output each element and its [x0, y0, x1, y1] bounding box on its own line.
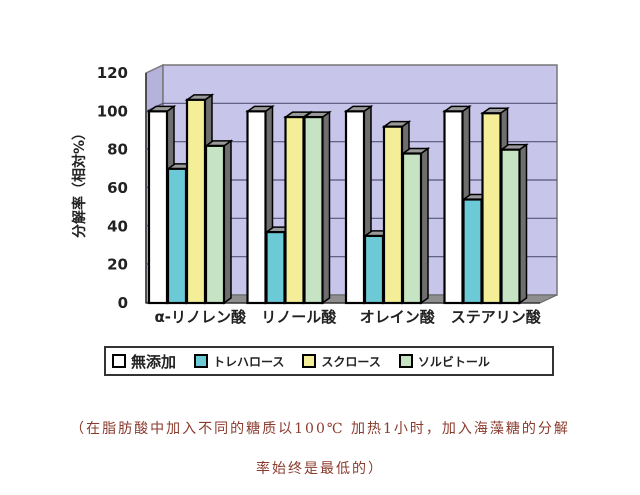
category-label: オレイン酸 — [360, 308, 436, 326]
legend-label: ソルビトール — [417, 354, 490, 369]
y-tick-label: 60 — [107, 179, 128, 197]
caption-line-2: 率始终是最低的） — [256, 461, 384, 477]
y-tick-label: 0 — [118, 294, 128, 312]
legend-label: 無添加 — [131, 352, 177, 371]
category-label: ステアリン酸 — [451, 308, 542, 326]
y-tick-label: 100 — [97, 102, 128, 120]
y-axis-label: 分解率（相対%） — [71, 126, 88, 238]
category-label: α-リノレン酸 — [154, 308, 247, 326]
bar — [203, 139, 234, 305]
bars — [146, 93, 529, 305]
legend-label: スクロース — [321, 354, 381, 369]
y-tick-label: 120 — [97, 64, 128, 82]
legend-item: トレハロース — [194, 353, 284, 370]
y-axis-ticks: 0 20 40 60 80 100 120 — [97, 64, 128, 312]
x-axis-categories: α-リノレン酸 リノール酸 オレイン酸 ステアリン酸 — [154, 308, 541, 326]
legend-swatch — [398, 354, 413, 368]
legend-swatch — [302, 354, 317, 368]
category-label: リノール酸 — [261, 308, 337, 326]
bar — [400, 147, 431, 305]
legend-item: スクロース — [302, 353, 381, 370]
y-tick-label: 80 — [107, 141, 128, 159]
bar — [499, 143, 529, 305]
legend: 無添加 トレハロース スクロース ソルビトール — [104, 346, 554, 376]
y-tick-label: 20 — [107, 256, 128, 274]
legend-label: トレハロース — [213, 354, 285, 369]
legend-item: 無添加 — [112, 351, 176, 372]
legend-item: ソルビトール — [398, 353, 490, 370]
legend-swatch — [112, 354, 126, 368]
legend-swatch — [194, 354, 209, 368]
y-tick-label: 40 — [107, 217, 128, 235]
bar — [302, 110, 332, 305]
caption-line-1: （在脂肪酸中加入不同的糖质以100℃ 加热1小时，加入海藻糖的分解 — [70, 421, 570, 437]
